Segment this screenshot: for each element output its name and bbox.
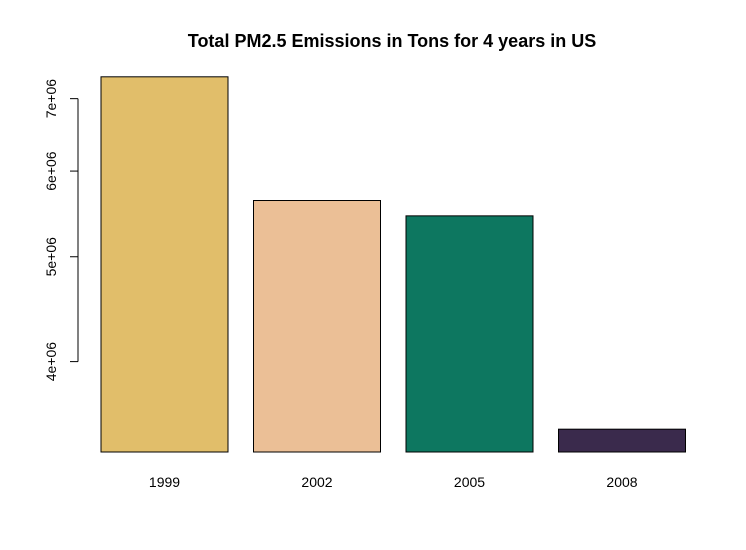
x-tick-label: 2008 bbox=[606, 474, 637, 490]
x-tick-label: 2002 bbox=[301, 474, 332, 490]
bar-1999 bbox=[100, 76, 229, 453]
y-tick-label: 4e+06 bbox=[43, 342, 59, 382]
bars bbox=[100, 76, 686, 453]
bar-2008 bbox=[558, 428, 686, 453]
bar-2005 bbox=[405, 215, 534, 453]
chart-title: Total PM2.5 Emissions in Tons for 4 year… bbox=[188, 31, 596, 51]
y-axis-ticks: 4e+06 5e+06 6e+06 7e+06 bbox=[43, 79, 78, 381]
x-axis-labels: 1999 2002 2005 2008 bbox=[149, 474, 638, 490]
y-tick-label: 5e+06 bbox=[43, 237, 59, 277]
x-tick-label: 2005 bbox=[454, 474, 485, 490]
bar-2002 bbox=[253, 200, 381, 453]
x-tick-label: 1999 bbox=[149, 474, 180, 490]
y-tick-label: 7e+06 bbox=[43, 79, 59, 119]
y-tick-label: 6e+06 bbox=[43, 151, 59, 191]
